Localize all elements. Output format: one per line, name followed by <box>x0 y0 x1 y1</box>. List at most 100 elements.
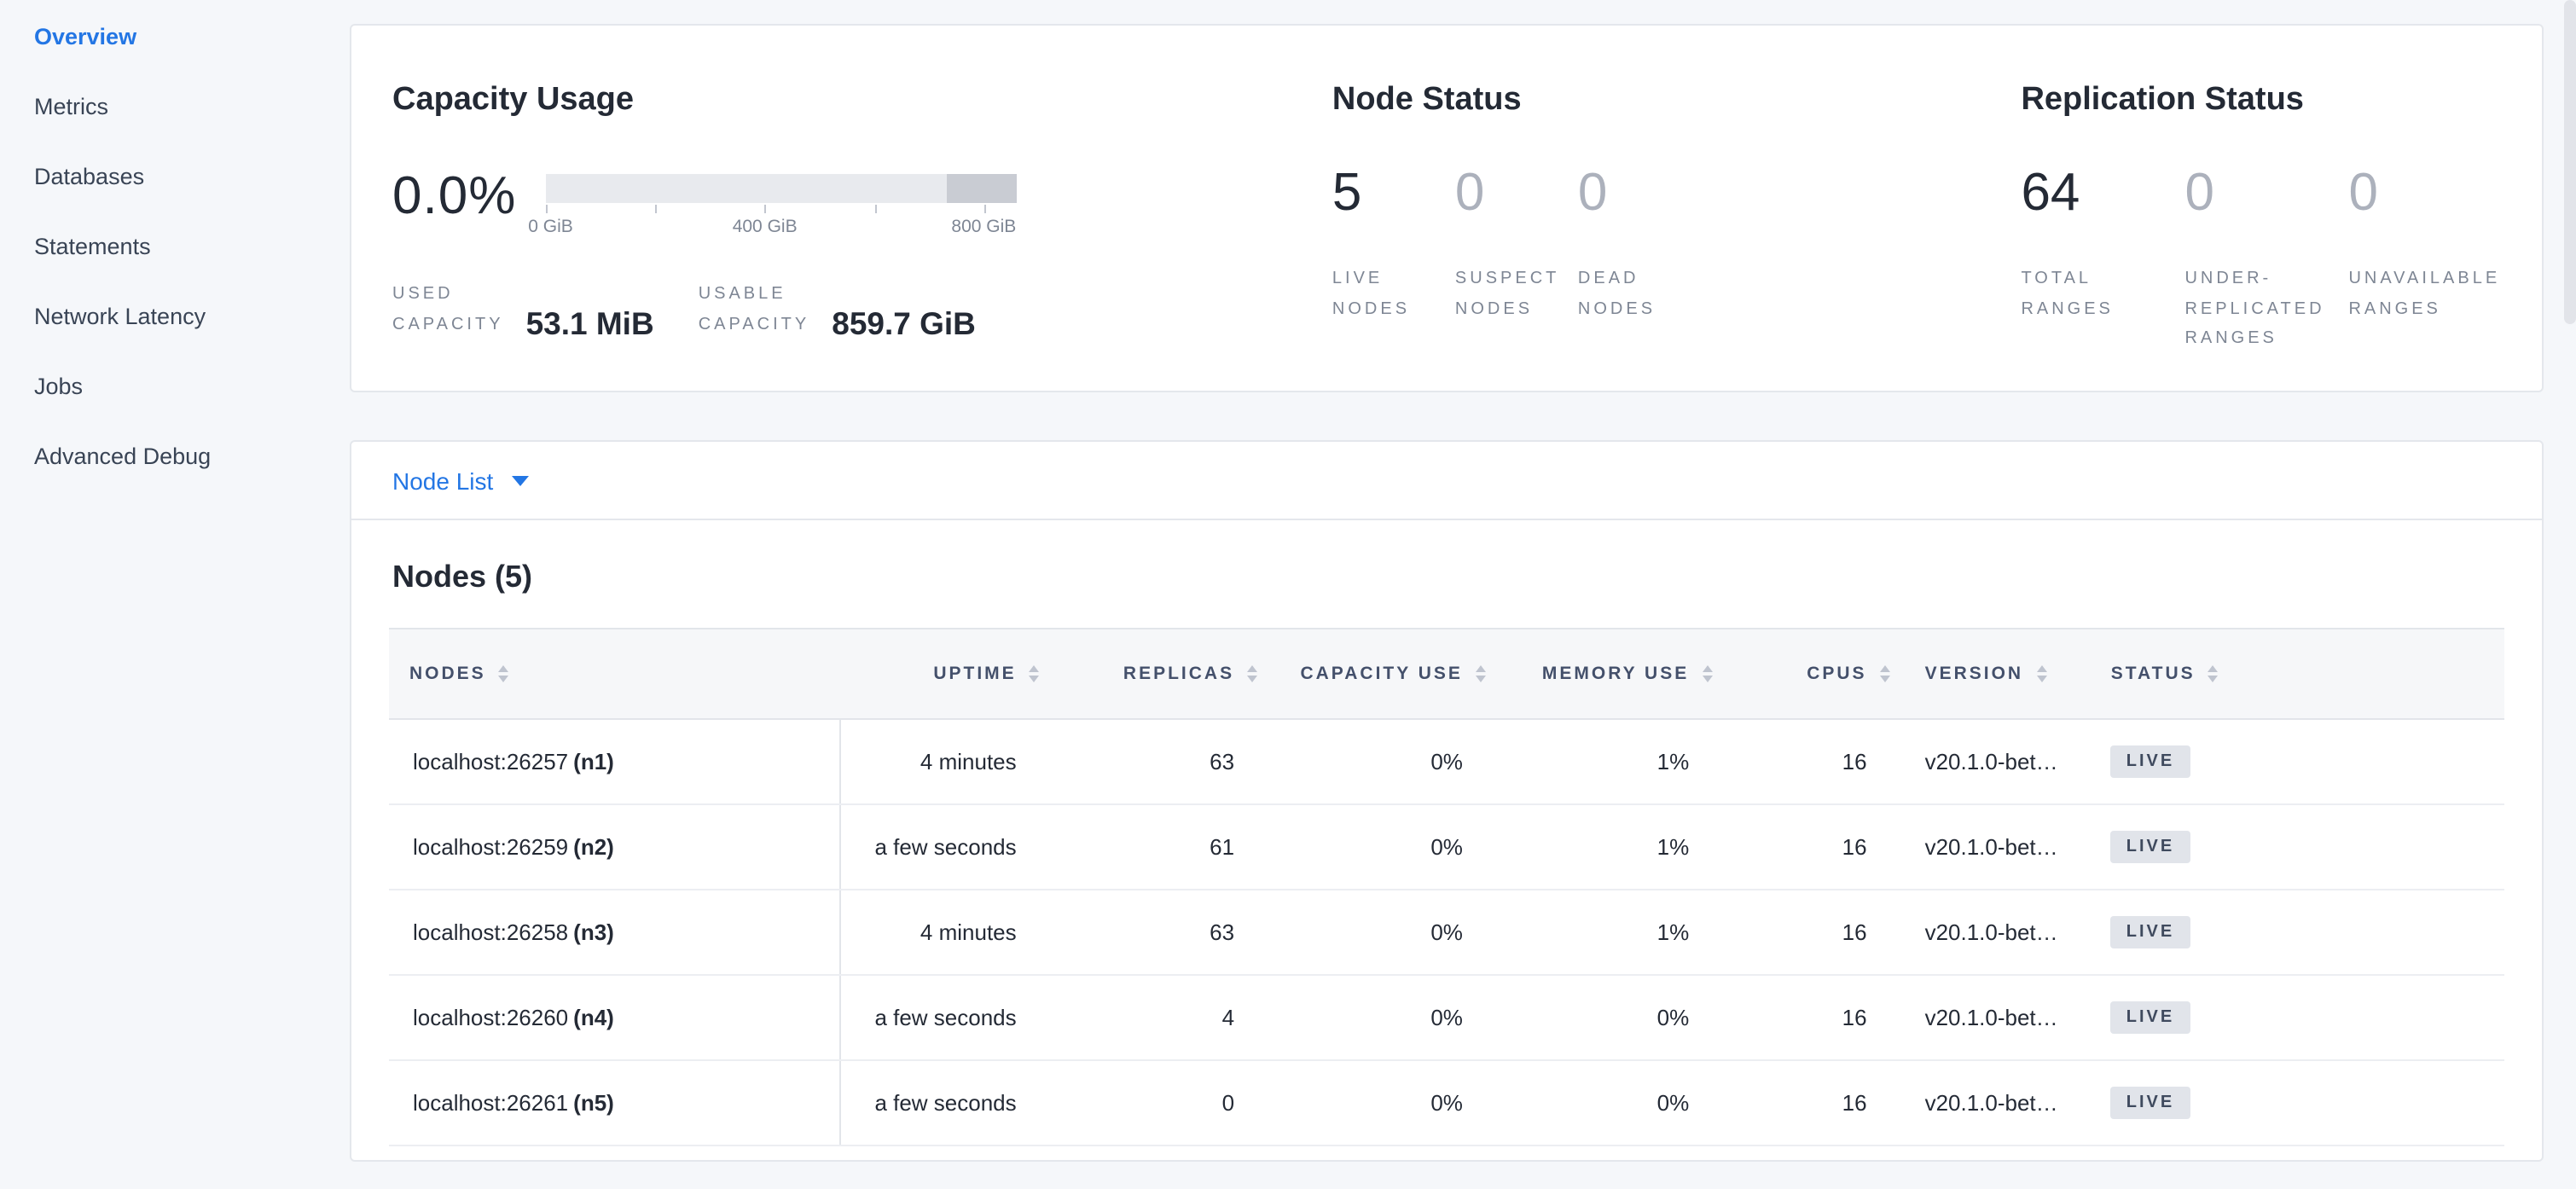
status-cell: LIVE <box>2093 975 2504 1061</box>
status-cell: LIVE <box>2093 890 2504 976</box>
sidebar: Overview Metrics Databases Statements Ne… <box>0 0 336 1189</box>
sort-icon <box>1246 665 1258 682</box>
column-header-status[interactable]: STATUS <box>2093 628 2504 720</box>
cpus-cell: 16 <box>1730 719 1908 805</box>
sidebar-item-overview[interactable]: Overview <box>34 24 137 49</box>
uptime-cell: 4 minutes <box>839 890 1058 976</box>
capacity-axis-ticks <box>546 203 1017 215</box>
uptime-cell: a few seconds <box>839 804 1058 890</box>
unavailable-ranges-stat: 0 UNAVAILABLE RANGES <box>2348 162 2501 318</box>
nodes-table: NODES UPTIME REPLICAS CAPACITY USE MEMOR… <box>389 628 2504 1146</box>
sidebar-item-databases[interactable]: Databases <box>34 164 145 189</box>
node-address-link[interactable]: localhost:26259 (n2) <box>413 834 614 860</box>
axis-label-0: 0 GiB <box>528 217 573 237</box>
sidebar-item-jobs[interactable]: Jobs <box>34 374 84 399</box>
sort-icon <box>1879 665 1891 682</box>
replication-status-section: Replication Status 64 TOTAL RANGES 0 UND… <box>1961 26 2542 391</box>
usable-capacity-label: USABLE CAPACITY <box>698 285 810 334</box>
node-address-link[interactable]: localhost:26260 (n4) <box>413 1005 614 1030</box>
dead-nodes-stat: 0 DEAD NODES <box>1577 162 1656 318</box>
usable-capacity-stat: USABLE CAPACITY 859.7 GiB <box>698 280 976 341</box>
table-row: localhost:26258 (n3) 4 minutes 63 0% 1% 1… <box>389 890 2504 976</box>
column-header-version[interactable]: VERSION <box>1907 628 2094 720</box>
column-header-cpus[interactable]: CPUS <box>1730 628 1908 720</box>
cpus-cell: 16 <box>1730 975 1908 1061</box>
sidebar-item-advanced-debug[interactable]: Advanced Debug <box>34 444 212 469</box>
nodes-count-title: Nodes (5) <box>392 560 533 594</box>
sort-icon <box>1475 665 1487 682</box>
node-status-section: Node Status 5 LIVE NODES 0 SUSPECT NODE <box>1315 26 1962 391</box>
under-replicated-ranges-stat: 0 UNDER- REPLICATED RANGES <box>2184 162 2325 348</box>
column-header-replicas[interactable]: REPLICAS <box>1057 628 1276 720</box>
cpus-cell: 16 <box>1730 804 1908 890</box>
column-header-nodes[interactable]: NODES <box>389 628 840 720</box>
replicas-cell: 63 <box>1057 719 1276 805</box>
uptime-cell: a few seconds <box>839 1060 1058 1146</box>
version-cell: v20.1.0-bet… <box>1907 1060 2094 1146</box>
uptime-cell: 4 minutes <box>839 719 1058 805</box>
live-nodes-stat: 5 LIVE NODES <box>1332 162 1411 318</box>
sort-icon <box>498 665 510 682</box>
column-header-memory-use[interactable]: MEMORY USE <box>1503 628 1731 720</box>
status-badge: LIVE <box>2110 831 2190 863</box>
version-cell: v20.1.0-bet… <box>1907 890 2094 976</box>
used-capacity-value: 53.1 MiB <box>525 305 654 341</box>
column-header-capacity-use[interactable]: CAPACITY USE <box>1275 628 1504 720</box>
table-row: localhost:26261 (n5) a few seconds 0 0% 0… <box>389 1060 2504 1146</box>
memory-use-cell: 0% <box>1503 1060 1731 1146</box>
sidebar-item-network-latency[interactable]: Network Latency <box>34 304 206 329</box>
capacity-bar-track <box>546 174 1017 203</box>
table-header-row: NODES UPTIME REPLICAS CAPACITY USE MEMOR… <box>389 628 2504 720</box>
vertical-scrollbar[interactable] <box>2564 0 2576 324</box>
table-row: localhost:26260 (n4) a few seconds 4 0% 0… <box>389 975 2504 1061</box>
capacity-usage-section: Capacity Usage 0.0% 0 GiB 400 GiB <box>351 26 1315 391</box>
node-list-dropdown-label: Node List <box>392 467 494 494</box>
memory-use-cell: 1% <box>1503 804 1731 890</box>
chevron-down-icon <box>512 475 530 485</box>
replicas-cell: 63 <box>1057 890 1276 976</box>
replicas-cell: 4 <box>1057 975 1276 1061</box>
node-list-dropdown[interactable]: Node List <box>392 467 530 494</box>
capacity-percent: 0.0% <box>392 165 517 225</box>
sidebar-item-metrics[interactable]: Metrics <box>34 94 108 119</box>
version-cell: v20.1.0-bet… <box>1907 719 2094 805</box>
cluster-summary-card: Capacity Usage 0.0% 0 GiB 400 GiB <box>350 24 2544 392</box>
sidebar-item-statements[interactable]: Statements <box>34 234 151 259</box>
version-cell: v20.1.0-bet… <box>1907 975 2094 1061</box>
status-badge: LIVE <box>2110 1087 2190 1119</box>
node-address-link[interactable]: localhost:26258 (n3) <box>413 919 614 945</box>
capacity-usage-title: Capacity Usage <box>392 82 635 118</box>
memory-use-cell: 1% <box>1503 890 1731 976</box>
status-cell: LIVE <box>2093 719 2504 805</box>
capacity-use-cell: 0% <box>1275 890 1504 976</box>
replicas-cell: 61 <box>1057 804 1276 890</box>
axis-label-800: 800 GiB <box>951 217 1017 237</box>
nodes-table-section: Nodes (5) NODES UPTIME REPLICAS CAPACITY… <box>351 520 2542 1160</box>
sort-icon <box>1029 665 1041 682</box>
cpus-cell: 16 <box>1730 890 1908 976</box>
capacity-bar-used-segment <box>946 174 1017 203</box>
uptime-cell: a few seconds <box>839 975 1058 1061</box>
capacity-bar-chart: 0 GiB 400 GiB 800 GiB <box>528 174 1017 241</box>
total-ranges-stat: 64 TOTAL RANGES <box>2021 162 2114 318</box>
used-capacity-stat: USED CAPACITY 53.1 MiB <box>392 280 654 341</box>
used-capacity-label: USED CAPACITY <box>392 285 504 334</box>
status-cell: LIVE <box>2093 804 2504 890</box>
table-row: localhost:26259 (n2) a few seconds 61 0% … <box>389 804 2504 890</box>
node-address-link[interactable]: localhost:26261 (n5) <box>413 1090 614 1116</box>
memory-use-cell: 0% <box>1503 975 1731 1061</box>
sort-icon <box>1701 665 1713 682</box>
table-row: localhost:26257 (n1) 4 minutes 63 0% 1% 1… <box>389 719 2504 805</box>
status-cell: LIVE <box>2093 1060 2504 1146</box>
status-badge: LIVE <box>2110 745 2190 778</box>
usable-capacity-value: 859.7 GiB <box>832 305 976 341</box>
sort-icon <box>2035 665 2047 682</box>
node-address-link[interactable]: localhost:26257 (n1) <box>413 749 614 774</box>
column-header-uptime[interactable]: UPTIME <box>839 628 1058 720</box>
cpus-cell: 16 <box>1730 1060 1908 1146</box>
status-badge: LIVE <box>2110 916 2190 948</box>
replicas-cell: 0 <box>1057 1060 1276 1146</box>
memory-use-cell: 1% <box>1503 719 1731 805</box>
capacity-use-cell: 0% <box>1275 975 1504 1061</box>
